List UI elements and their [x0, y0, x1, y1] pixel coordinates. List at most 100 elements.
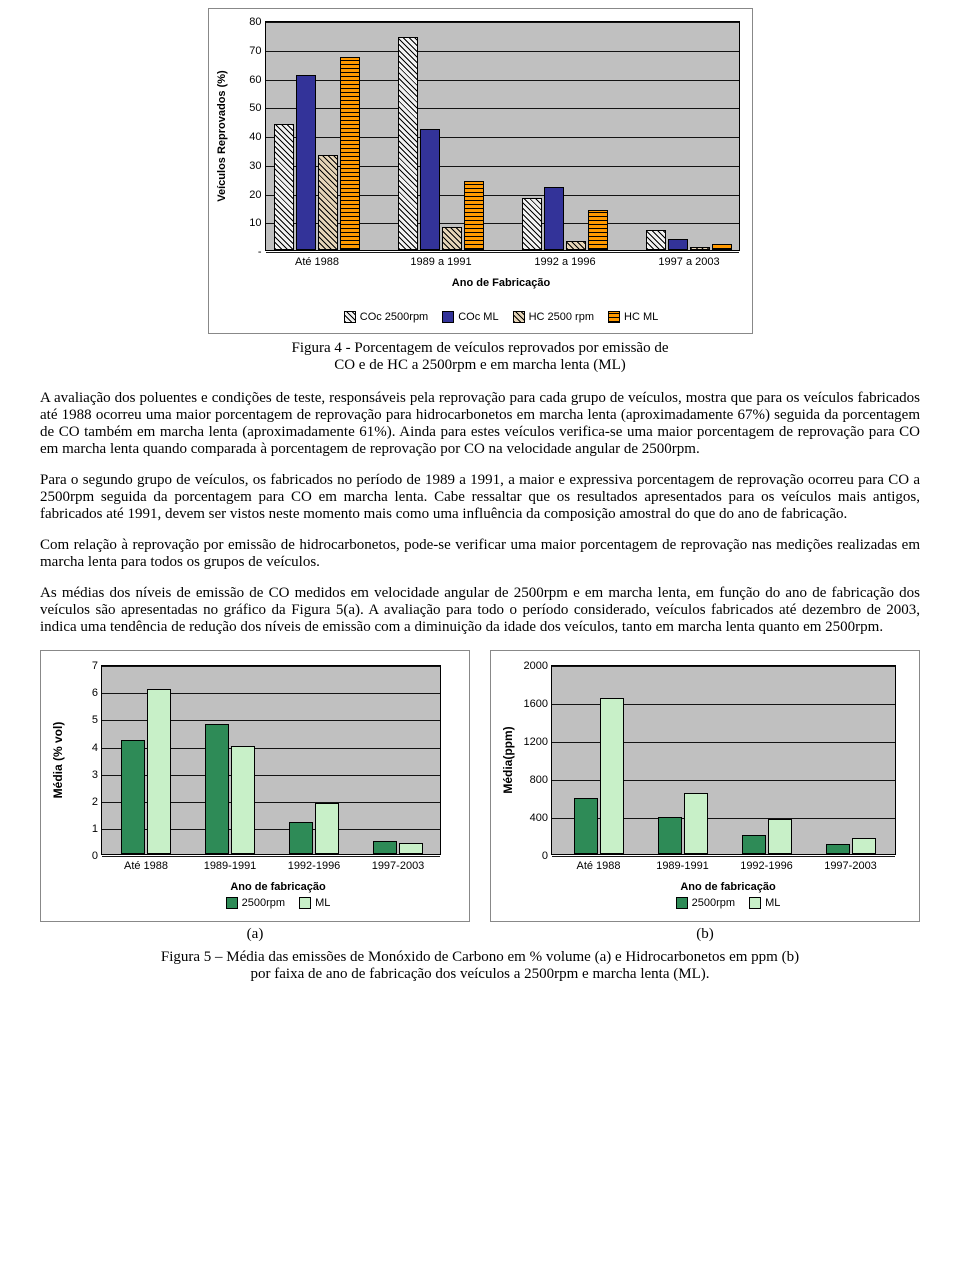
bar — [205, 724, 229, 854]
xtick-label: Até 1988 — [124, 860, 168, 872]
paragraph-3: Com relação à reprovação por emissão de … — [40, 537, 920, 571]
gridline — [266, 137, 739, 138]
fig5a-xlabel: Ano de fabricação — [101, 881, 455, 893]
paragraph-4: As médias dos níveis de emissão de CO me… — [40, 585, 920, 636]
figure-5b-column: Média(ppm) 0400800120016002000Até 198819… — [490, 650, 920, 943]
figure-5a-column: Média (% vol) 01234567Até 19881989-19911… — [40, 650, 470, 943]
bar — [289, 822, 313, 855]
bar — [544, 187, 564, 250]
ytick-label: 40 — [249, 131, 261, 143]
bar — [852, 838, 876, 854]
bar — [340, 57, 360, 250]
legend-item: ML — [299, 897, 330, 909]
paragraph-1: A avaliação dos poluentes e condições de… — [40, 390, 920, 458]
ytick-label: 50 — [249, 102, 261, 114]
bar — [121, 740, 145, 854]
ytick-label: 5 — [92, 714, 98, 726]
figure-4-plot: Veículos Reprovados (%) -102030405060708… — [265, 21, 740, 251]
bar — [566, 241, 586, 250]
bar — [668, 239, 688, 251]
ytick-label: 7 — [92, 660, 98, 672]
bar — [684, 793, 708, 854]
gridline — [266, 252, 739, 253]
bar — [315, 803, 339, 855]
fig5a-legend: 2500rpmML — [101, 897, 455, 909]
legend-label: COc 2500rpm — [360, 311, 428, 323]
xtick-label: 1997-2003 — [824, 860, 877, 872]
gridline — [266, 108, 739, 109]
figure-5b-panel: Média(ppm) 0400800120016002000Até 198819… — [490, 650, 920, 922]
gridline — [266, 22, 739, 23]
legend-label: HC ML — [624, 311, 658, 323]
ytick-label: 3 — [92, 769, 98, 781]
fig5b-legend: 2500rpm ML — [551, 897, 905, 909]
ytick-label: 6 — [92, 687, 98, 699]
xtick-label: Até 1988 — [576, 860, 620, 872]
legend-swatch — [299, 897, 311, 909]
xtick-label: 1997 a 2003 — [658, 256, 719, 268]
fig4-legend: COc 2500rpm COc ML HC 2500 rpm HC ML — [265, 311, 738, 323]
xtick-label: 1992-1996 — [288, 860, 341, 872]
gridline — [552, 666, 895, 667]
bar — [646, 230, 666, 250]
figure-4-caption: Figura 4 - Porcentagem de veículos repro… — [40, 340, 920, 374]
ytick-label: 1200 — [524, 736, 548, 748]
xtick-label: 1989-1991 — [204, 860, 257, 872]
xtick-label: Até 1988 — [295, 256, 339, 268]
ytick-label: 80 — [249, 16, 261, 28]
figure-5b-plot: Média(ppm) 0400800120016002000Até 198819… — [551, 665, 896, 855]
ytick-label: 800 — [530, 774, 548, 786]
legend-item: COc 2500rpm — [344, 311, 428, 323]
xtick-label: 1997-2003 — [372, 860, 425, 872]
bar — [274, 124, 294, 251]
gridline — [552, 856, 895, 857]
legend-item: COc ML — [442, 311, 498, 323]
legend-label: HC 2500 rpm — [529, 311, 594, 323]
bar — [147, 689, 171, 855]
figure-5a-plot: Média (% vol) 01234567Até 19881989-19911… — [101, 665, 441, 855]
bar — [712, 244, 732, 250]
bar — [600, 698, 624, 854]
legend-swatch — [513, 311, 525, 323]
ytick-label: 1 — [92, 823, 98, 835]
fig5a-ylabel: Média (% vol) — [51, 722, 65, 799]
legend-swatch — [226, 897, 238, 909]
legend-item: HC ML — [608, 311, 658, 323]
ytick-label: - — [258, 246, 262, 258]
ytick-label: 30 — [249, 160, 261, 172]
legend-item: HC 2500 rpm — [513, 311, 594, 323]
legend-label: ML — [315, 897, 330, 909]
bar — [373, 841, 397, 855]
bar — [588, 210, 608, 250]
bar — [442, 227, 462, 250]
bar — [658, 817, 682, 854]
legend-swatch — [344, 311, 356, 323]
ytick-label: 0 — [92, 850, 98, 862]
figure-5a-panel: Média (% vol) 01234567Até 19881989-19911… — [40, 650, 470, 922]
ytick-label: 0 — [542, 850, 548, 862]
paragraph-2: Para o segundo grupo de veículos, os fab… — [40, 472, 920, 523]
legend-swatch — [442, 311, 454, 323]
bar — [296, 75, 316, 250]
figure-5-caption: Figura 5 – Média das emissões de Monóxid… — [40, 949, 920, 983]
bar — [318, 155, 338, 250]
xtick-label: 1992 a 1996 — [534, 256, 595, 268]
ytick-label: 10 — [249, 217, 261, 229]
legend-label: ML — [765, 897, 780, 909]
xtick-label: 1989 a 1991 — [410, 256, 471, 268]
legend-label: COc ML — [458, 311, 498, 323]
ytick-label: 70 — [249, 45, 261, 57]
fig5b-xlabel: Ano de fabricação — [551, 881, 905, 893]
legend-item: 2500rpm — [676, 897, 735, 909]
xtick-label: 1989-1991 — [656, 860, 709, 872]
legend-swatch — [676, 897, 688, 909]
gridline — [266, 51, 739, 52]
gridline — [266, 80, 739, 81]
ytick-label: 4 — [92, 742, 98, 754]
xtick-label: 1992-1996 — [740, 860, 793, 872]
ytick-label: 20 — [249, 189, 261, 201]
bar — [464, 181, 484, 250]
bar — [420, 129, 440, 250]
fig4-xlabel: Ano de Fabricação — [265, 277, 738, 289]
ytick-label: 1600 — [524, 698, 548, 710]
